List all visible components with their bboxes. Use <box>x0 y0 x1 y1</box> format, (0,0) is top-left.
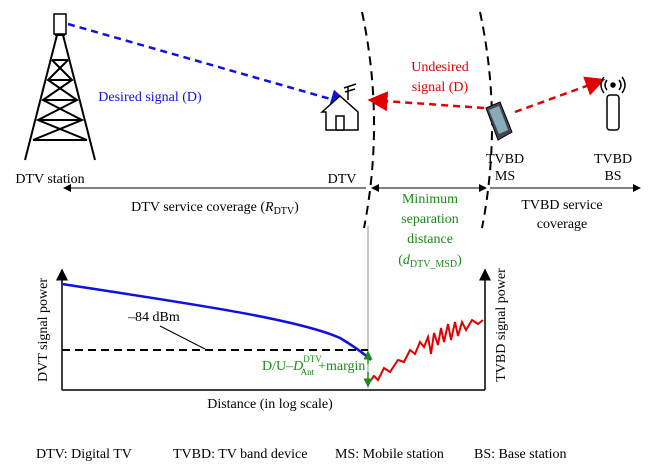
label: BS <box>604 169 621 184</box>
undesired-label: Undesired <box>411 60 469 75</box>
footer: DTV: Digital TV <box>36 447 132 462</box>
phone-icon <box>485 101 513 141</box>
threshold-label: –84 dBm <box>127 310 180 325</box>
min-sep: distance <box>407 232 453 247</box>
undesired-arrow <box>367 91 485 112</box>
leader <box>159 325 206 350</box>
desired-label: Desired signal (D) <box>98 90 202 105</box>
undesired-label: signal (D) <box>412 80 469 95</box>
y-axis-label: TVBD signal power <box>494 268 509 382</box>
bs-icon <box>600 76 626 131</box>
undesired-arrow <box>514 76 606 114</box>
dtv-coverage: DTV service coverage (RDTV) <box>131 200 299 217</box>
y-axis-label: DVT signal power <box>36 278 51 382</box>
footer: BS: Base station <box>474 447 567 462</box>
boundary <box>361 11 376 229</box>
desired-arrow <box>67 22 351 109</box>
label: TVBD <box>594 152 632 167</box>
min-sep: (dDTV_MSD) <box>398 253 462 270</box>
label: DTV <box>328 172 357 187</box>
footer: MS: Mobile station <box>335 447 444 462</box>
tower-icon <box>24 13 96 161</box>
house-icon <box>320 83 359 131</box>
label: TVBD <box>486 152 524 167</box>
min-sep: Minimum <box>402 192 458 207</box>
tvbd-coverage: coverage <box>537 217 588 232</box>
x-axis-label: Distance (in log scale) <box>207 397 333 412</box>
footer: TVBD: TV band device <box>173 447 307 462</box>
min-sep: separation <box>401 212 459 227</box>
label: MS <box>495 169 515 184</box>
formula: D/U–DDTV Ant +margin <box>262 354 365 377</box>
dtv-curve <box>61 282 372 361</box>
tvbd-coverage: TVBD service <box>521 198 602 213</box>
tvbd-curve <box>367 318 484 385</box>
label: DTV station <box>15 172 84 187</box>
